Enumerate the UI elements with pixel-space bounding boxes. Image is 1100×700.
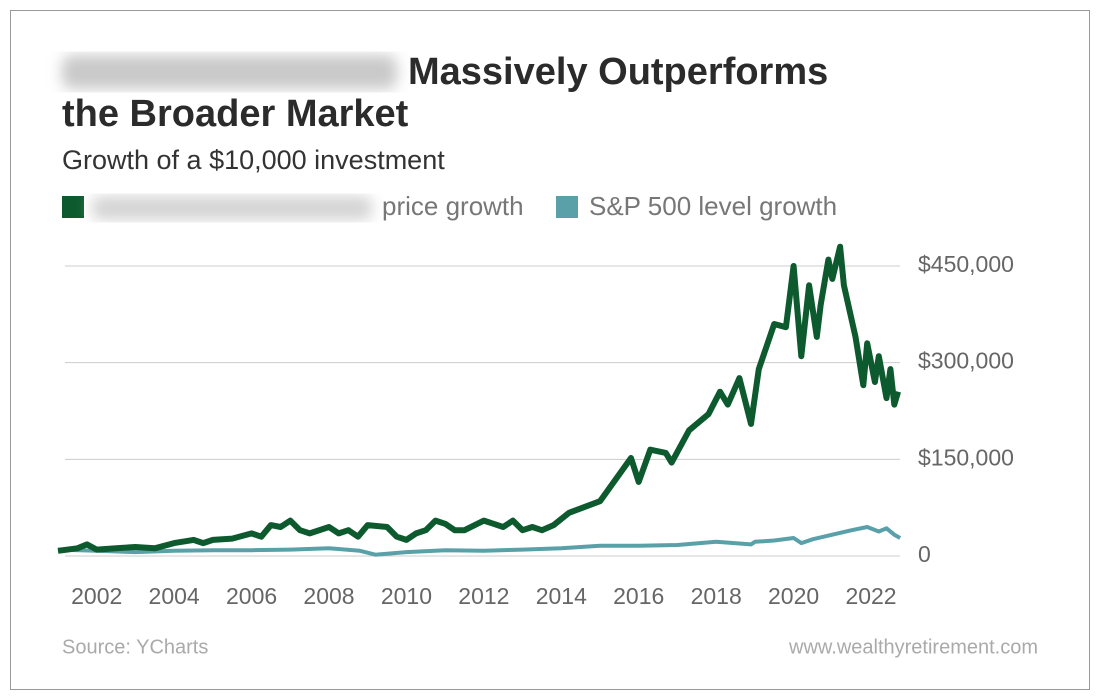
chart-title: the Broader Market xyxy=(62,93,409,135)
series-line xyxy=(57,243,901,554)
chart-title: Massively Outperforms xyxy=(408,51,828,93)
y-tick-label: $300,000 xyxy=(918,348,1014,374)
y-tick-label: $150,000 xyxy=(918,444,1014,470)
source: Source: YCharts xyxy=(62,636,208,658)
y-tick-label: 0 xyxy=(918,541,931,567)
x-tick-label: 2010 xyxy=(381,583,432,609)
x-tick-label: 2006 xyxy=(226,583,277,609)
x-tick-label: 2018 xyxy=(691,583,742,609)
legend-swatch xyxy=(62,196,84,218)
series-line xyxy=(57,525,902,557)
legend-swatch xyxy=(556,196,578,218)
legend-label: S&P 500 level growth xyxy=(589,191,837,221)
chart-subtitle: Growth of a $10,000 investment xyxy=(62,145,445,175)
x-tick-label: 2016 xyxy=(613,583,664,609)
frame xyxy=(10,10,1090,690)
x-tick-label: 2002 xyxy=(71,583,122,609)
blurred-name xyxy=(92,196,372,220)
x-tick-label: 2022 xyxy=(845,583,896,609)
legend-label: price growth xyxy=(382,191,524,221)
credit: www.wealthyretirement.com xyxy=(788,636,1038,658)
x-tick-label: 2012 xyxy=(458,583,509,609)
x-tick-label: 2020 xyxy=(768,583,819,609)
blurred-name xyxy=(62,55,397,89)
x-tick-label: 2008 xyxy=(303,583,354,609)
y-tick-label: $450,000 xyxy=(918,251,1014,277)
x-tick-label: 2014 xyxy=(536,583,587,609)
x-tick-label: 2004 xyxy=(149,583,200,609)
